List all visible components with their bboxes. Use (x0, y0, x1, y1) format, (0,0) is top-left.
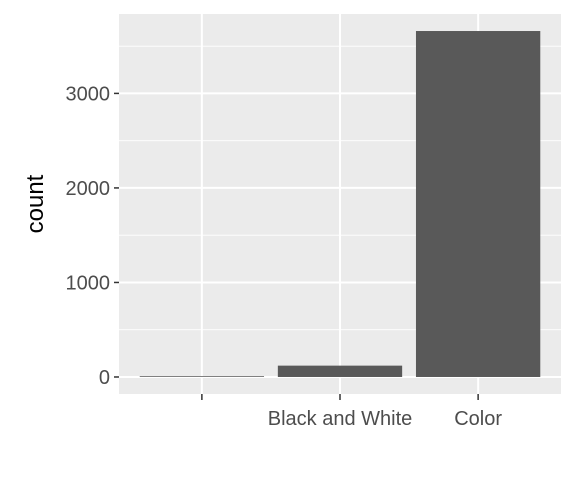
y-axis: 0 1000 2000 3000 (66, 83, 119, 389)
x-tick-label: Color (454, 408, 502, 430)
bar (139, 376, 265, 377)
y-tick-label: 3000 (66, 83, 111, 105)
bar (277, 365, 403, 377)
y-tick-label: 1000 (66, 272, 111, 294)
y-tick-label: 2000 (66, 178, 111, 200)
x-axis: Black and White Color (201, 394, 502, 430)
bars (139, 31, 541, 377)
y-tick-label: 0 (99, 367, 110, 389)
y-axis-title: count (22, 174, 49, 233)
bar (415, 31, 541, 377)
x-tick-label: Black and White (268, 408, 413, 430)
